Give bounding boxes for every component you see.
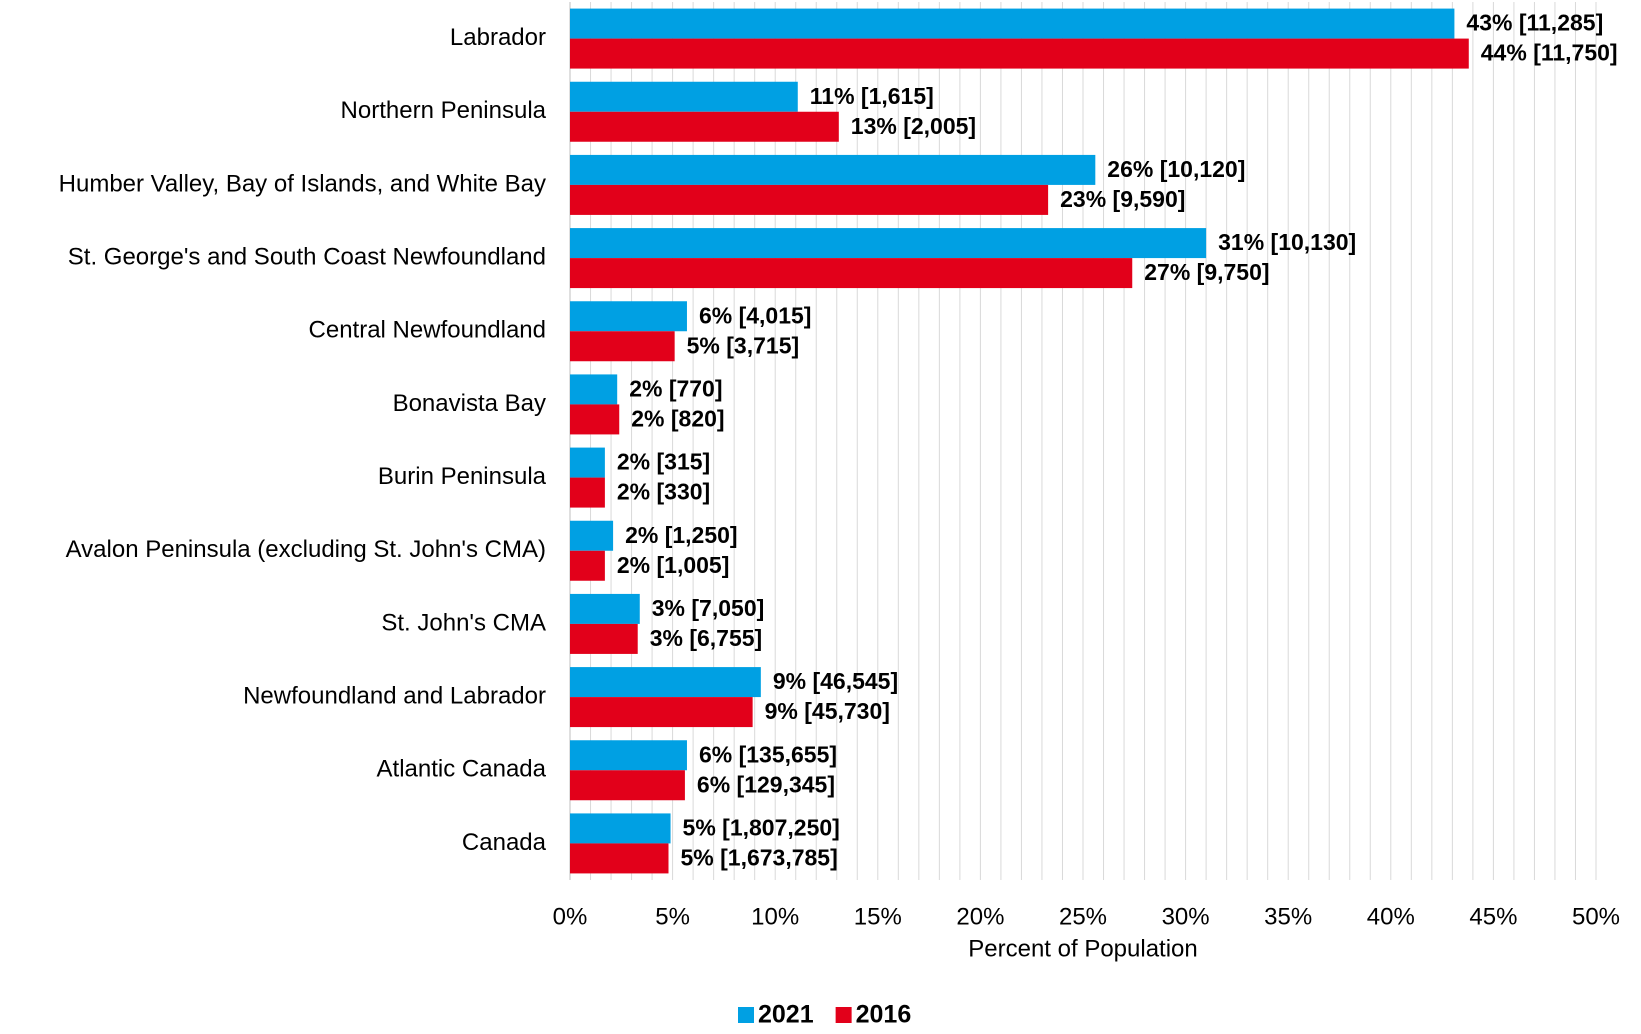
value-label: 3% [6,755]	[650, 625, 763, 651]
bar	[570, 667, 761, 698]
y-tick-label: Humber Valley, Bay of Islands, and White…	[59, 170, 546, 197]
x-tick-label: 30%	[1162, 903, 1210, 930]
bar	[570, 404, 620, 435]
value-label: 2% [1,250]	[625, 522, 738, 548]
value-label: 44% [11,750]	[1481, 40, 1618, 66]
bar	[570, 740, 687, 771]
bar	[570, 184, 1049, 215]
y-tick-label: St. George's and South Coast Newfoundlan…	[68, 243, 546, 270]
value-label: 31% [10,130]	[1218, 229, 1356, 255]
value-label: 23% [9,590]	[1060, 186, 1185, 212]
y-tick-label: Atlantic Canada	[377, 756, 547, 783]
y-tick-label: Northern Peninsula	[341, 97, 547, 124]
legend-label: 2016	[856, 1001, 912, 1029]
y-tick-label: St. John's CMA	[381, 609, 546, 636]
bar	[570, 593, 640, 624]
bar	[570, 447, 605, 478]
bar	[570, 81, 798, 112]
legend-swatch	[835, 1007, 852, 1023]
x-tick-label: 20%	[956, 903, 1004, 930]
x-tick-label: 45%	[1469, 903, 1517, 930]
bar	[570, 550, 605, 581]
value-label: 9% [46,545]	[773, 668, 898, 694]
x-axis-title: Percent of Population	[968, 935, 1198, 962]
legend-label: 2021	[758, 1001, 814, 1029]
value-label: 13% [2,005]	[851, 113, 976, 139]
value-label: 6% [4,015]	[699, 302, 812, 328]
value-label: 2% [315]	[617, 449, 710, 475]
bar	[570, 843, 669, 874]
value-label: 43% [11,285]	[1466, 10, 1603, 36]
bar	[570, 154, 1096, 185]
bar	[570, 301, 687, 332]
value-label: 5% [3,715]	[687, 332, 800, 358]
x-tick-label: 40%	[1367, 903, 1415, 930]
bar	[570, 258, 1133, 289]
value-label: 11% [1,615]	[810, 83, 934, 109]
value-label: 6% [135,655]	[699, 741, 837, 767]
bar	[570, 770, 685, 801]
bar	[570, 8, 1455, 39]
x-tick-label: 35%	[1264, 903, 1312, 930]
y-tick-label: Canada	[462, 829, 547, 856]
y-tick-label: Burin Peninsula	[378, 463, 547, 490]
value-label: 5% [1,807,250]	[683, 814, 840, 840]
x-tick-label: 0%	[553, 903, 588, 930]
value-label: 3% [7,050]	[652, 595, 765, 621]
y-tick-label: Labrador	[450, 24, 546, 51]
value-label: 27% [9,750]	[1144, 259, 1269, 285]
value-label: 2% [1,005]	[617, 552, 730, 578]
y-tick-label: Bonavista Bay	[393, 390, 546, 417]
y-tick-label: Avalon Peninsula (excluding St. John's C…	[66, 536, 546, 563]
bar	[570, 623, 638, 654]
value-label: 2% [330]	[617, 479, 710, 505]
bar	[570, 111, 839, 142]
bar	[570, 813, 671, 844]
x-tick-label: 25%	[1059, 903, 1107, 930]
bar	[570, 38, 1469, 69]
bar	[570, 477, 605, 508]
bar	[570, 228, 1207, 259]
bar	[570, 374, 618, 405]
value-label: 9% [45,730]	[765, 698, 890, 724]
bar	[570, 697, 753, 728]
value-label: 6% [129,345]	[697, 771, 835, 797]
y-tick-label: Newfoundland and Labrador	[243, 682, 546, 709]
bar	[570, 520, 614, 551]
x-tick-label: 15%	[854, 903, 902, 930]
value-label: 2% [820]	[631, 405, 724, 431]
legend-swatch	[738, 1007, 754, 1023]
value-label: 5% [1,673,785]	[680, 844, 837, 870]
bar	[570, 331, 675, 362]
x-tick-label: 50%	[1572, 903, 1620, 930]
x-tick-label: 10%	[751, 903, 799, 930]
y-tick-label: Central Newfoundland	[309, 317, 546, 344]
value-label: 2% [770]	[629, 375, 722, 401]
value-label: 26% [10,120]	[1107, 156, 1245, 182]
x-tick-label: 5%	[655, 903, 690, 930]
